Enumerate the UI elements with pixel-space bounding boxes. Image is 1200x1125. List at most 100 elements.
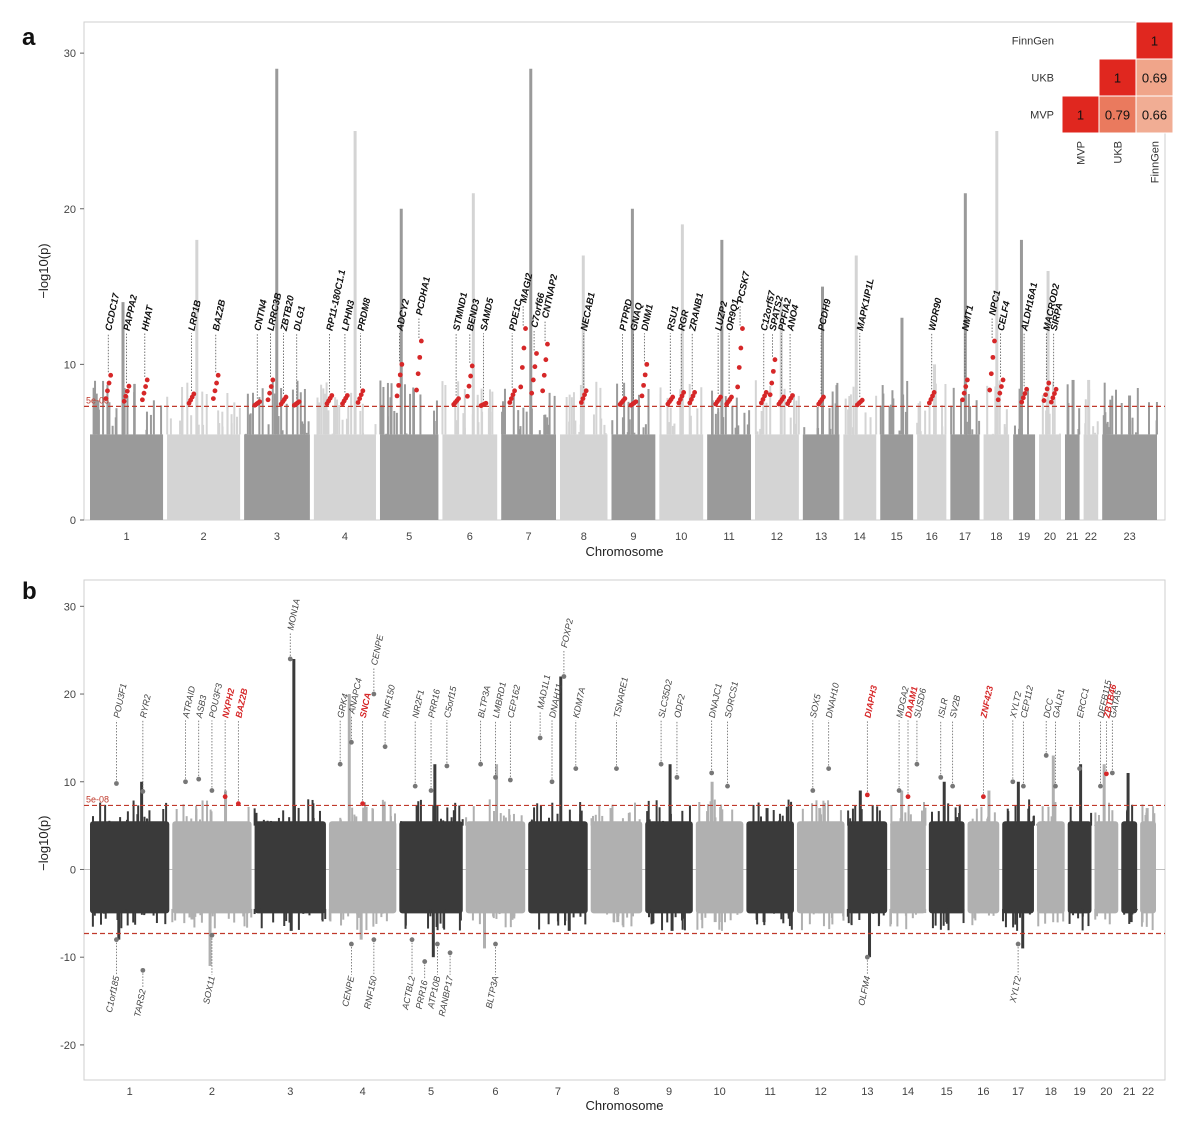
chrom-band-11 <box>707 434 752 520</box>
chrom-points-13 <box>846 790 888 958</box>
hit-point <box>1098 783 1103 789</box>
gene-label: C1orf185 <box>104 974 122 1013</box>
locus-BLTP3A: BLTP3A <box>476 685 493 767</box>
hit-point <box>139 397 145 403</box>
hit-point <box>642 372 648 378</box>
hit-point <box>415 371 421 377</box>
hit-point <box>963 384 969 389</box>
hit-point <box>1022 391 1028 396</box>
chrom-points-14 <box>889 790 927 930</box>
hit-point <box>270 377 276 383</box>
hit-point <box>114 781 119 786</box>
chrom-band-5 <box>379 434 439 520</box>
hit-point <box>123 393 129 399</box>
y-tick-label: 30 <box>64 48 76 60</box>
chrom-points-2 <box>166 239 241 520</box>
locus-POU3F3: POU3F3 <box>207 682 224 793</box>
x-tick-label: 5 <box>428 1086 434 1098</box>
hit-point <box>1041 398 1047 403</box>
hit-point <box>997 390 1003 396</box>
chrom-band-17 <box>1002 821 1034 914</box>
locus-MAGI2: MAGI2 <box>518 271 535 390</box>
gene-label: TSNARE1 <box>612 676 630 719</box>
gene-label: RNF150 <box>380 684 397 719</box>
locus-PCDH9: PCDH9 <box>816 297 834 407</box>
threshold-label: 5e-08 <box>86 395 109 405</box>
gene-label: SOX5 <box>808 692 823 719</box>
gene-label: PCDH9 <box>816 297 834 331</box>
locus-SORCS1: SORCS1 <box>723 680 740 789</box>
locus-CENPE: CENPE <box>369 633 385 697</box>
gene-label: ASB3 <box>194 694 209 720</box>
gene-label: MON1A <box>285 598 301 631</box>
hit-point <box>124 388 130 394</box>
hit-point <box>508 396 514 402</box>
hit-point <box>1044 386 1050 392</box>
locus-RYR2: RYR2 <box>138 694 153 794</box>
hit-point <box>287 656 293 662</box>
hit-point <box>103 396 109 402</box>
chrom-points-1 <box>90 781 170 940</box>
gene-label: DNAH10 <box>824 682 841 719</box>
hit-point <box>931 389 937 395</box>
x-tick-label: 12 <box>771 531 783 543</box>
y-tick-label: 20 <box>64 689 76 701</box>
chrom-band-1 <box>90 434 164 520</box>
y-tick-label: 20 <box>64 204 76 216</box>
chrom-band-7 <box>528 821 588 914</box>
locus-ADCY2: ADCY2 <box>394 297 412 399</box>
hit-point <box>583 388 589 394</box>
gene-label: RNF150 <box>362 975 379 1010</box>
hit-point <box>541 372 547 378</box>
x-tick-label: 3 <box>274 531 280 543</box>
x-tick-label: 21 <box>1066 531 1078 543</box>
chrom-points-21 <box>1121 772 1138 924</box>
hit-point <box>268 384 274 389</box>
chrom-band-22 <box>1083 434 1099 520</box>
chrom-points-18 <box>983 130 1010 520</box>
chrom-band-10 <box>659 434 704 520</box>
y-axis-title: −log10(p) <box>36 816 51 871</box>
hit-point <box>108 372 114 378</box>
chrom-points-9 <box>611 208 656 520</box>
x-tick-label: 20 <box>1044 531 1056 543</box>
hit-point <box>512 388 517 394</box>
chrom-band-15 <box>880 434 914 520</box>
x-tick-label: 8 <box>613 1086 619 1098</box>
hit-point <box>465 393 470 399</box>
locus-LMBRD1: LMBRD1 <box>491 681 508 780</box>
locus-ANO4: ANO4 <box>785 303 802 407</box>
chrom-band-14 <box>843 434 877 520</box>
y-tick-label: 0 <box>70 515 76 527</box>
hit-point <box>992 338 997 344</box>
hit-point <box>658 761 664 767</box>
hit-point <box>781 394 787 400</box>
locus-RNF150: RNF150 <box>362 937 379 1010</box>
hit-point <box>767 392 773 398</box>
x-tick-label: 23 <box>1123 531 1135 543</box>
hit-point <box>478 761 484 767</box>
hit-point <box>896 788 902 793</box>
hit-point <box>106 380 112 386</box>
chrom-points-5 <box>399 764 464 958</box>
gene-label: BLTP3A <box>476 685 493 719</box>
chrom-band-10 <box>695 821 744 914</box>
hit-point <box>1050 395 1056 401</box>
hit-point <box>532 364 538 370</box>
hit-point <box>810 788 816 793</box>
hit-point <box>770 368 776 374</box>
hit-point <box>483 400 489 406</box>
chrom-band-21 <box>1121 821 1138 914</box>
hit-point <box>265 397 271 403</box>
x-tick-label: 9 <box>666 1086 672 1098</box>
chrom-points-5 <box>379 208 439 520</box>
chrom-points-3 <box>253 658 327 931</box>
hit-point <box>614 766 619 771</box>
hit-point <box>191 391 197 397</box>
y-tick-label: 10 <box>64 359 76 371</box>
y-tick-label: -10 <box>60 952 76 964</box>
hit-point <box>633 399 639 405</box>
x-tick-label: 1 <box>127 1086 133 1098</box>
x-tick-label: 5 <box>406 531 412 543</box>
